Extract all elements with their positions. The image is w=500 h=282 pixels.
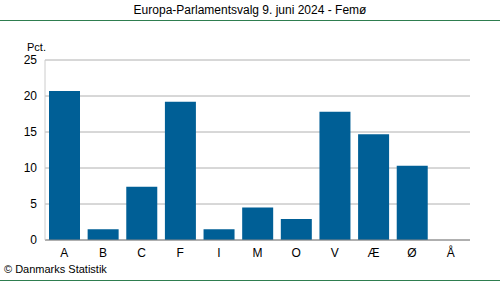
html-text:© Danmarks Statistik: © Danmarks Statistik <box>4 263 107 275</box>
svg-text:B: B <box>99 246 107 260</box>
html-text:Europa-Parlamentsvalg 9. juni: Europa-Parlamentsvalg 9. juni 2024 - Fem… <box>133 3 367 17</box>
svg-text:V: V <box>331 246 339 260</box>
svg-text:25: 25 <box>24 53 38 67</box>
svg-text:Ø: Ø <box>407 246 416 260</box>
svg-text:F: F <box>177 246 184 260</box>
svg-text:C: C <box>137 246 146 260</box>
svg-text:20: 20 <box>24 89 38 103</box>
svg-text:0: 0 <box>30 233 37 247</box>
svg-text:A: A <box>60 246 68 260</box>
html-text:Pct.: Pct. <box>27 41 46 53</box>
svg-text:M: M <box>253 246 263 260</box>
svg-text:O: O <box>291 246 300 260</box>
svg-text:Æ: Æ <box>367 246 379 260</box>
svg-text:10: 10 <box>24 161 38 175</box>
svg-text:Å: Å <box>447 245 455 260</box>
svg-text:5: 5 <box>30 197 37 211</box>
svg-text:I: I <box>217 246 220 260</box>
svg-text:15: 15 <box>24 125 38 139</box>
